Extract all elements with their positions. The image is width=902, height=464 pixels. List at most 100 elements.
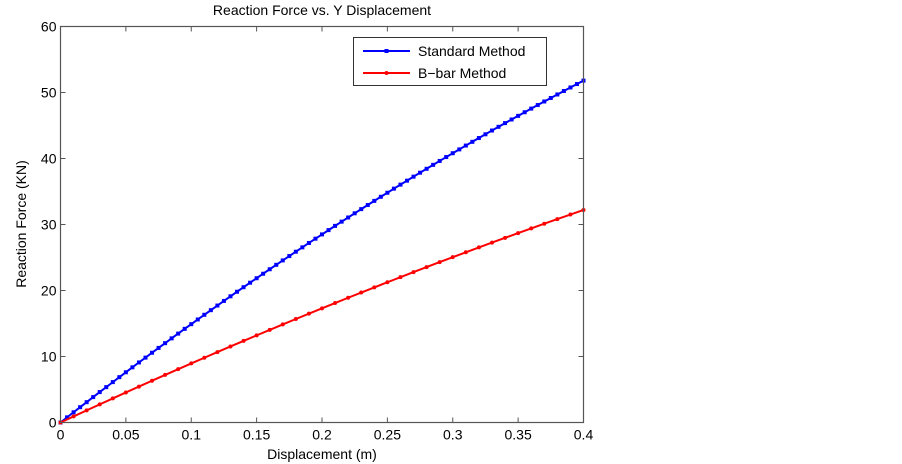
data-point — [372, 285, 377, 290]
data-point — [306, 311, 311, 316]
series-group — [58, 78, 586, 425]
data-point — [313, 236, 318, 241]
data-point — [574, 82, 579, 87]
data-point — [424, 265, 429, 270]
data-point — [404, 178, 409, 183]
data-point — [320, 232, 324, 237]
data-point — [385, 280, 390, 285]
x-tick-label: 0.3 — [443, 427, 463, 443]
data-point — [542, 99, 547, 104]
legend-box — [353, 37, 547, 86]
legend-marker-bbar — [384, 71, 389, 75]
data-point — [306, 240, 311, 245]
data-point — [561, 88, 566, 93]
data-point — [568, 85, 573, 90]
data-point — [483, 132, 488, 137]
data-point — [274, 262, 279, 267]
data-point — [293, 317, 298, 322]
plot-frame — [59, 25, 585, 424]
data-point — [522, 110, 527, 115]
data-point — [267, 327, 272, 332]
data-point — [228, 294, 233, 299]
data-point — [509, 117, 514, 122]
data-point — [529, 226, 534, 231]
data-point — [150, 350, 155, 355]
data-point — [424, 166, 429, 171]
x-tick-label: 0.15 — [243, 427, 270, 443]
data-point — [378, 194, 383, 199]
data-point — [437, 260, 442, 265]
data-point — [444, 155, 449, 160]
data-point — [182, 326, 187, 331]
data-point — [215, 303, 220, 308]
data-point — [248, 280, 253, 285]
y-tick-label: 60 — [41, 19, 57, 35]
data-point — [346, 295, 351, 300]
data-point — [97, 390, 102, 395]
data-point — [136, 384, 141, 389]
data-point — [470, 139, 475, 144]
data-point — [437, 158, 442, 163]
data-point — [300, 245, 305, 250]
data-point — [548, 95, 553, 100]
axis-ticks: 0 0.05 0.1 0.15 0.2 0.25 0.3 0.35 0.4 0 10 20 30 40 50… — [41, 19, 594, 443]
data-point — [287, 254, 292, 259]
data-point — [267, 267, 272, 272]
data-point — [411, 174, 416, 179]
y-tick-label: 10 — [41, 349, 57, 365]
x-axis-label: Displacement (m) — [267, 446, 377, 462]
data-point — [333, 301, 338, 306]
data-point — [202, 312, 207, 317]
data-point — [542, 221, 547, 226]
data-point — [97, 402, 102, 407]
series-line-1 — [60, 209, 584, 424]
data-point — [176, 367, 181, 372]
data-point — [110, 380, 115, 385]
data-point — [398, 275, 403, 280]
data-point — [463, 250, 468, 255]
data-point — [215, 350, 220, 355]
x-tick-label: 0.4 — [574, 427, 594, 443]
data-point — [411, 270, 416, 275]
data-point — [293, 249, 298, 254]
data-point — [254, 333, 259, 338]
data-point — [150, 378, 155, 383]
y-tick-label: 30 — [41, 217, 57, 233]
data-point — [489, 240, 494, 245]
data-point — [78, 405, 83, 410]
x-tick-label: 0.2 — [312, 427, 332, 443]
data-point — [169, 336, 174, 341]
data-point — [156, 345, 161, 350]
data-point — [489, 128, 494, 133]
data-point — [476, 136, 481, 141]
legend-label-standard: Standard Method — [418, 43, 525, 59]
data-point — [130, 365, 135, 370]
data-point — [503, 121, 508, 126]
data-point — [280, 322, 285, 327]
data-point — [391, 186, 396, 191]
chart-title: Reaction Force vs. Y Displacement — [213, 2, 431, 18]
data-point — [123, 390, 128, 395]
legend-marker-standard — [384, 49, 389, 53]
y-axis-label: Reaction Force (KN) — [13, 160, 29, 288]
data-point — [104, 385, 109, 390]
data-point — [503, 235, 508, 240]
data-point — [110, 396, 115, 401]
data-point — [91, 395, 96, 400]
data-point — [326, 228, 331, 233]
x-tick-label: 0 — [57, 427, 65, 443]
data-point — [84, 400, 89, 405]
data-point — [346, 215, 351, 220]
data-point — [352, 211, 357, 216]
data-point — [385, 190, 390, 195]
data-point — [359, 207, 364, 212]
data-point — [235, 289, 240, 294]
data-point — [189, 322, 194, 327]
legend-label-bbar: B−bar Method — [418, 65, 506, 81]
data-point — [195, 317, 200, 322]
legend: Standard Method B−bar Method — [353, 37, 547, 86]
data-point — [65, 415, 70, 420]
data-point — [372, 198, 377, 203]
data-point — [555, 217, 560, 222]
